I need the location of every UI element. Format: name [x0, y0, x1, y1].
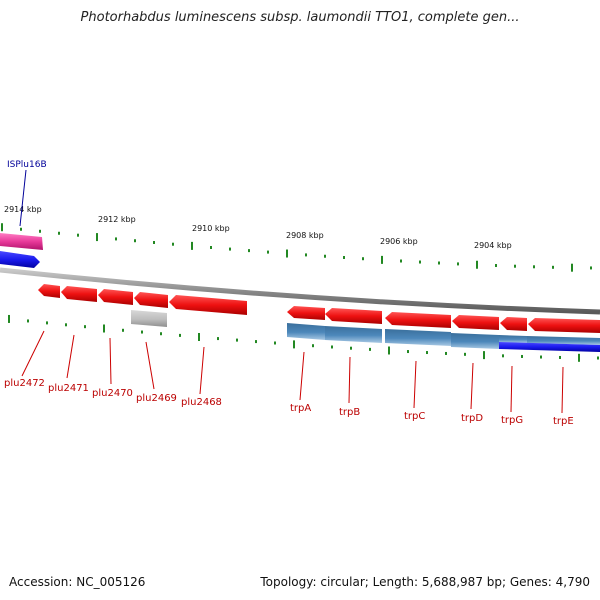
- blue-feature-left[interactable]: [0, 251, 40, 268]
- gene-label-plu2472: plu2472: [4, 378, 45, 389]
- feature-trpD-steel[interactable]: [451, 333, 499, 349]
- feature-trpB-steel[interactable]: [325, 326, 382, 343]
- gene-label-plu2471: plu2471: [48, 383, 89, 394]
- gene-plu2471[interactable]: [61, 286, 97, 302]
- gene-plu2469[interactable]: [134, 292, 168, 308]
- gene-label-plu2468: plu2468: [181, 397, 222, 408]
- mobile-element-ISPlu16B[interactable]: [0, 233, 43, 250]
- gene-trpC[interactable]: [385, 312, 451, 328]
- ruler-label: 2912 kbp: [98, 215, 136, 224]
- ruler-label: 2910 kbp: [192, 224, 230, 233]
- gene-label-trpG: trpG: [501, 415, 523, 426]
- tick-track-upper: [1, 223, 592, 272]
- gene-label-plu2469: plu2469: [136, 393, 177, 404]
- gene-trpB[interactable]: [325, 308, 382, 324]
- ruler-label: 2908 kbp: [286, 231, 324, 240]
- accession-label: Accession: NC_005126: [9, 575, 146, 589]
- gene-trpG[interactable]: [500, 317, 527, 331]
- feature-trp-blue[interactable]: [499, 342, 600, 352]
- ruler-label: 2904 kbp: [474, 241, 512, 250]
- gene-trpE[interactable]: [528, 318, 600, 333]
- feature-label-ISPlu16B: ISPlu16B: [7, 160, 47, 170]
- ruler-label: 2914 kbp: [4, 205, 42, 214]
- feature-label-leader: [19, 169, 27, 227]
- feature-trpA-steel[interactable]: [287, 323, 325, 340]
- pseudogene-grey[interactable]: [131, 310, 167, 327]
- genome-backbone: [0, 267, 600, 315]
- gene-plu2472[interactable]: [38, 284, 60, 298]
- gene-trpA[interactable]: [287, 306, 325, 320]
- gene-label-trpA: trpA: [290, 403, 311, 414]
- tick-track-lower: [8, 314, 599, 362]
- gene-label-trpE: trpE: [553, 416, 574, 427]
- feature-trpE-steel[interactable]: [527, 336, 600, 345]
- gene-label-plu2470: plu2470: [92, 388, 133, 399]
- feature-trpG-steel[interactable]: [499, 335, 527, 343]
- feature-trpC-steel[interactable]: [385, 329, 451, 346]
- ruler-label: 2906 kbp: [380, 237, 418, 246]
- gene-label-trpD: trpD: [461, 413, 483, 424]
- gene-plu2468[interactable]: [169, 295, 247, 315]
- gene-label-trpB: trpB: [339, 407, 360, 418]
- gene-label-leaders: [21, 330, 564, 414]
- map-title: Photorhabdus luminescens subsp. laumondi…: [80, 10, 520, 25]
- gene-plu2470[interactable]: [98, 289, 133, 305]
- gene-trpD[interactable]: [452, 315, 499, 330]
- genome-summary: Topology: circular; Length: 5,688,987 bp…: [260, 575, 590, 589]
- gene-label-trpC: trpC: [404, 411, 425, 422]
